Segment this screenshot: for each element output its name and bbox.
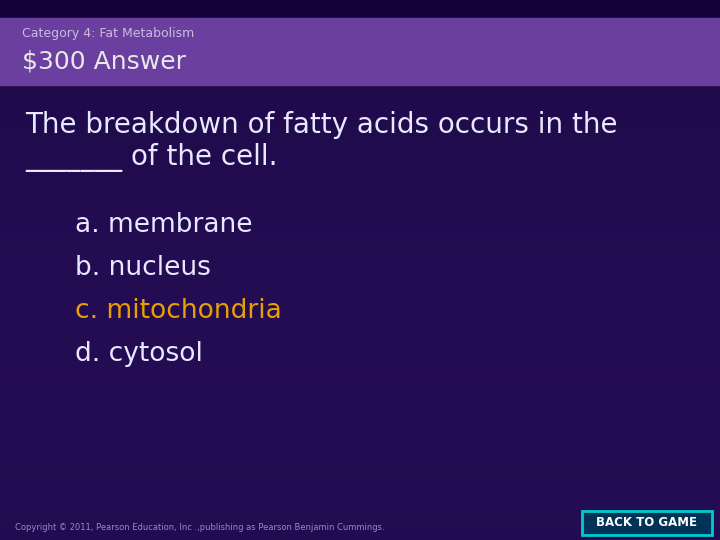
FancyBboxPatch shape [582,511,712,535]
Bar [0,0,720,18]
Text: Copyright © 2011, Pearson Education, Inc .,publishing as Pearson Benjamin Cummin: Copyright © 2011, Pearson Education, Inc… [15,523,384,531]
Text: a. membrane: a. membrane [75,212,253,238]
Text: $300 Answer: $300 Answer [22,49,186,73]
Text: The breakdown of fatty acids occurs in the: The breakdown of fatty acids occurs in t… [25,111,618,139]
Text: c. mitochondria: c. mitochondria [75,298,282,324]
Text: BACK TO GAME: BACK TO GAME [596,516,698,530]
Text: d. cytosol: d. cytosol [75,341,203,367]
Text: Category 4: Fat Metabolism: Category 4: Fat Metabolism [22,26,194,39]
Bar [0,18,720,85]
Text: _______ of the cell.: _______ of the cell. [25,143,277,172]
Text: b. nucleus: b. nucleus [75,255,211,281]
